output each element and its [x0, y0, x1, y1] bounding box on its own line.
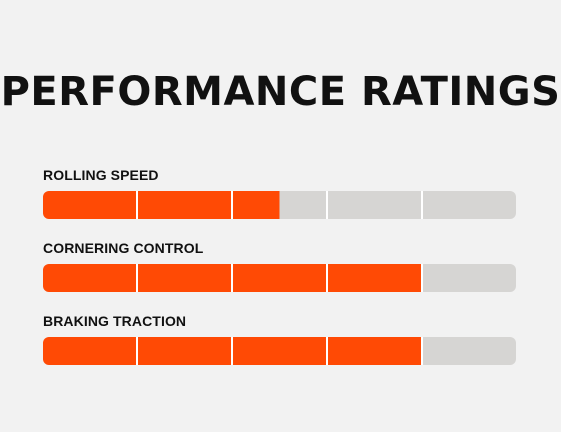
rating-segment [43, 191, 136, 219]
rating-segment [421, 264, 516, 292]
rating-rolling-speed: ROLLING SPEED [43, 166, 516, 219]
rating-bar [43, 337, 516, 365]
rating-segment [43, 264, 136, 292]
rating-segment [326, 337, 421, 365]
rating-segment [136, 264, 231, 292]
rating-segment [136, 191, 231, 219]
rating-label: CORNERING CONTROL [43, 240, 204, 256]
rating-bar [43, 264, 516, 292]
rating-segment [43, 337, 136, 365]
rating-segment [136, 337, 231, 365]
rating-segment [231, 337, 326, 365]
rating-segment [421, 337, 516, 365]
rating-segment [326, 191, 421, 219]
rating-segment [231, 264, 326, 292]
page-title: PERFORMANCE RATINGS [0, 69, 561, 115]
rating-cornering-control: CORNERING CONTROL [43, 239, 516, 292]
rating-braking-traction: BRAKING TRACTION [43, 312, 516, 365]
rating-segment [326, 264, 421, 292]
rating-label: BRAKING TRACTION [43, 313, 187, 329]
rating-bar [43, 191, 516, 219]
rating-segment [421, 191, 516, 219]
rating-segment [231, 191, 326, 219]
rating-label: ROLLING SPEED [43, 167, 159, 183]
